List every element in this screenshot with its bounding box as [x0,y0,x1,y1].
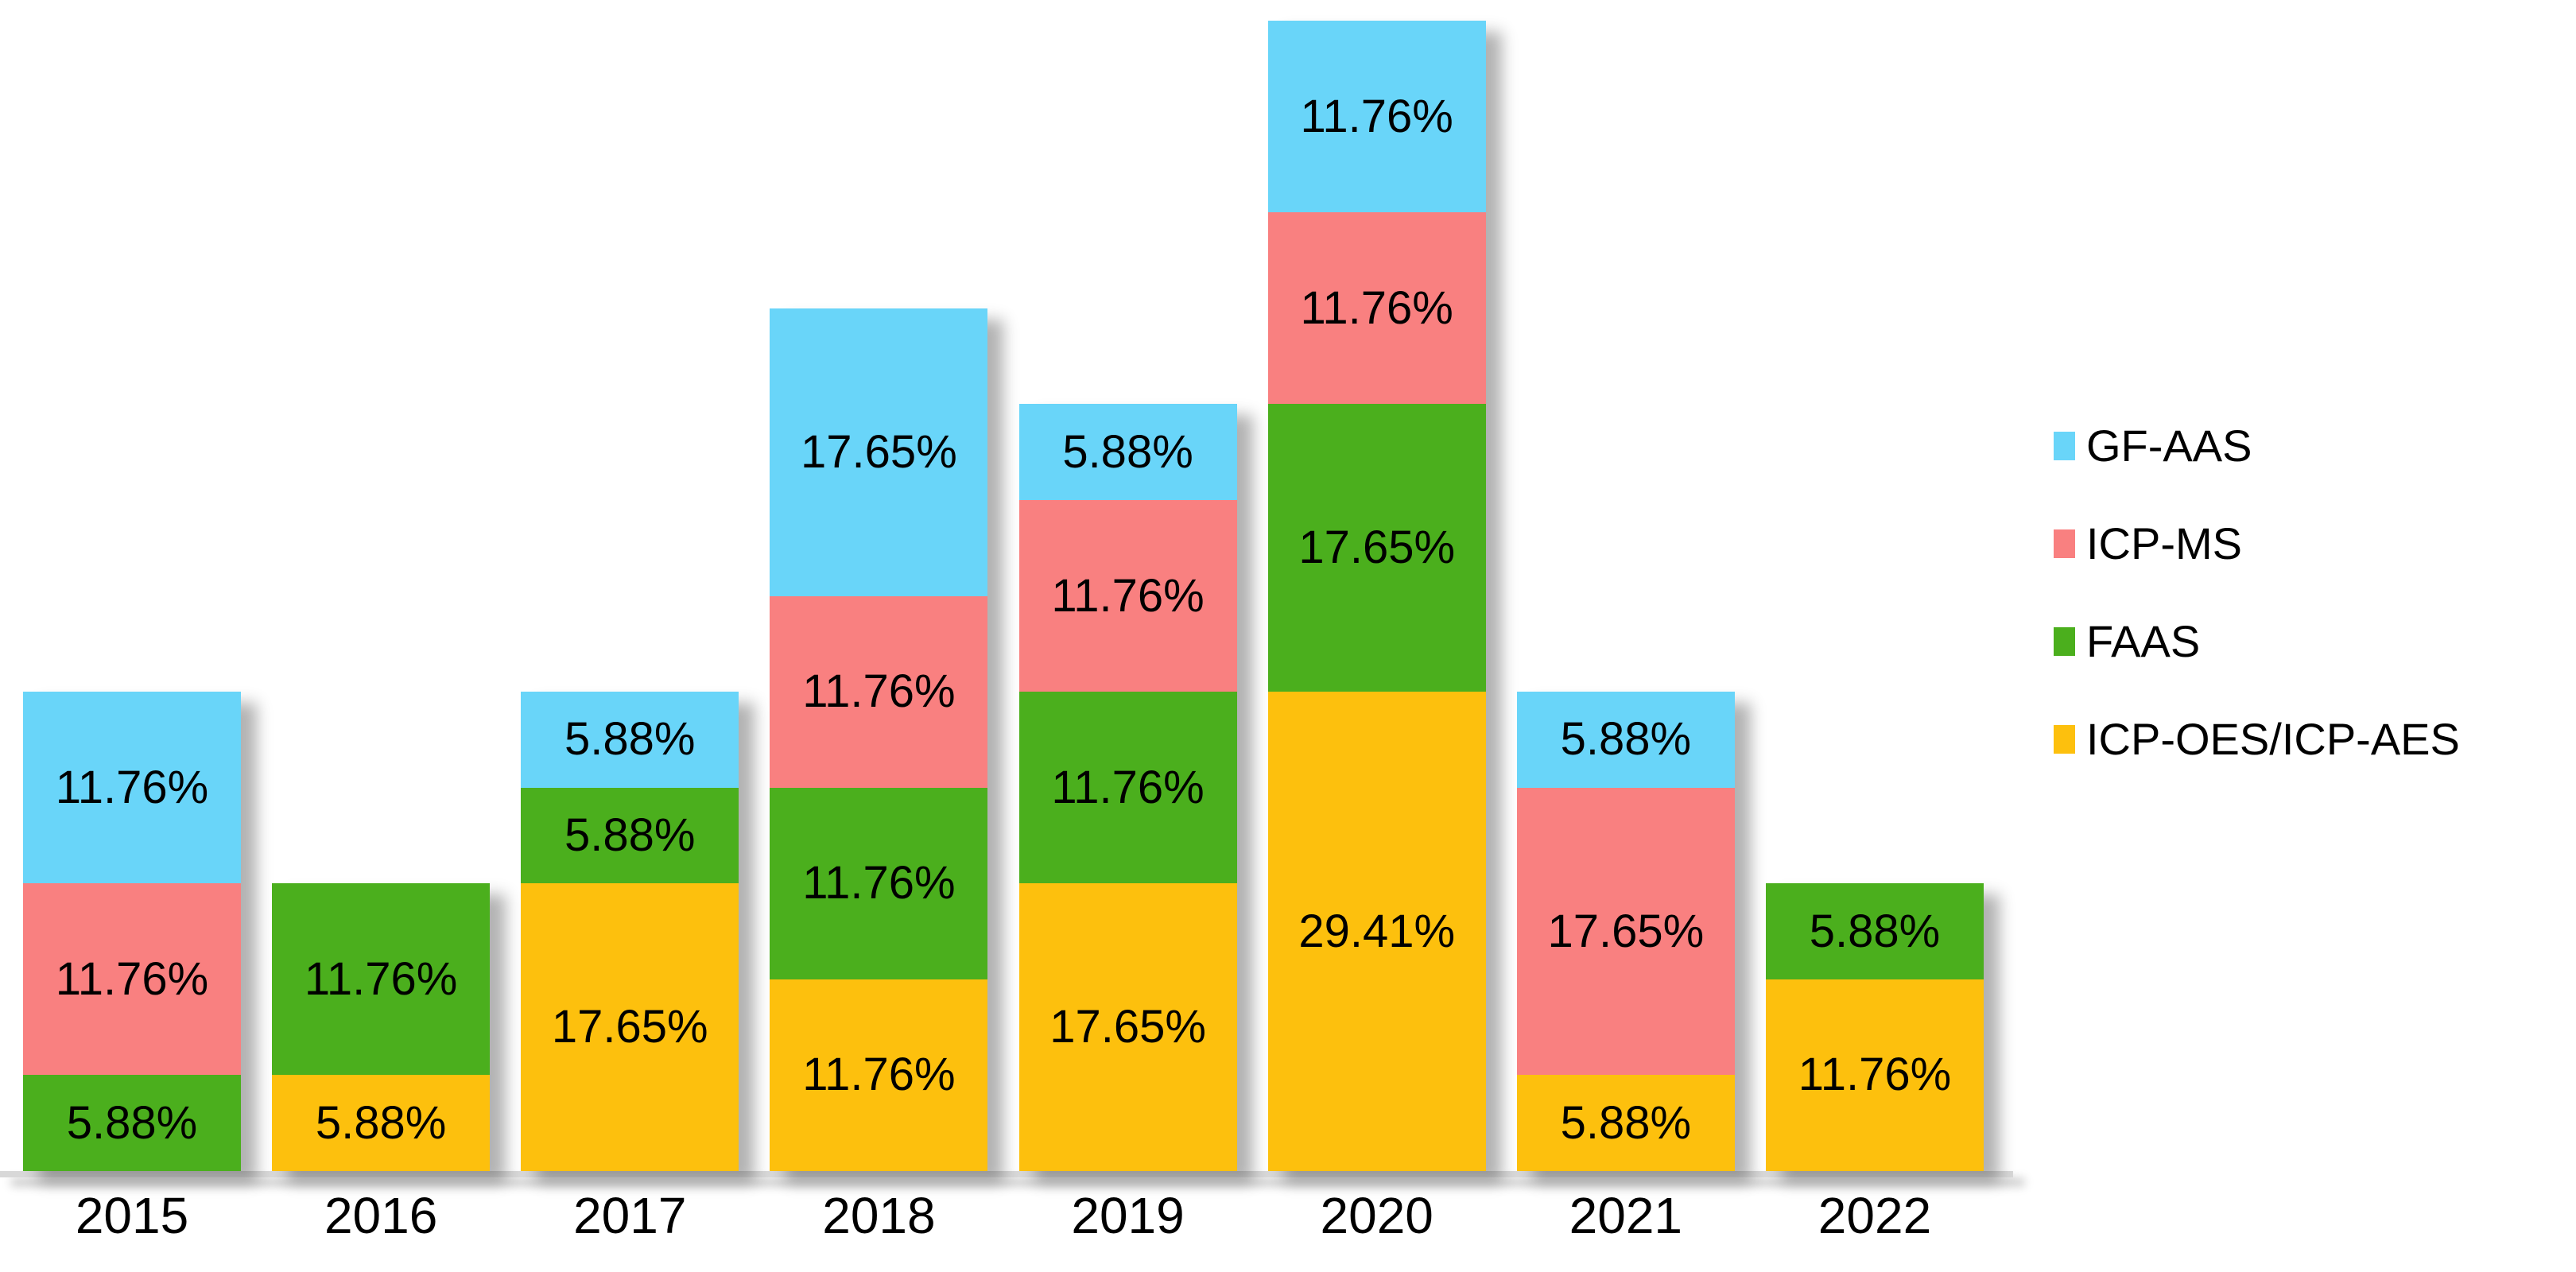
data-label: 17.65% [801,425,957,478]
legend-label: ICP-OES/ICP-AES [2086,714,2460,764]
bar-column-2022: 5.88% 11.76% [1765,883,1984,1171]
data-label: 17.65% [1049,1001,1206,1053]
legend-label: FAAS [2086,616,2201,666]
bar-segment-ICP-MS: 11.76% [1018,500,1237,692]
data-label: 17.65% [1298,522,1456,574]
legend-swatch-FAAS [2054,627,2075,656]
bar-segment-GF-AAS: 11.76% [1267,21,1486,213]
bar-column-2020: 11.76% 11.76% 17.65% 29.41% [1267,21,1486,1171]
category-label-2016: 2016 [324,1187,438,1244]
bar-segment-FAAS: 11.76% [770,787,988,979]
data-label: 5.88% [564,809,696,861]
legend-swatch-ICP-MS [2054,529,2075,558]
bar-segment-ICP-OES/ICP-AES: 17.65% [521,883,739,1171]
legend-label: ICP-MS [2086,518,2242,568]
bar-column-2017: 5.88% 5.88% 17.65% [521,692,739,1171]
data-label: 5.88% [1560,1096,1692,1149]
bar-segment-ICP-OES/ICP-AES: 17.65% [1018,883,1237,1171]
category-label-2018: 2018 [822,1187,936,1244]
bar-segment-GF-AAS: 17.65% [770,308,988,596]
legend-item-FAAS: FAAS [2054,619,2460,664]
bar-segment-ICP-OES/ICP-AES: 5.88% [272,1075,491,1171]
legend-swatch-GF-AAS [2054,432,2075,460]
bar-segment-GF-AAS: 5.88% [1018,404,1237,500]
data-label: 17.65% [1547,905,1705,957]
data-label: 11.76% [1051,761,1205,813]
legend: GF-AAS ICP-MS FAAS ICP-OES/ICP-AES [2054,424,2460,762]
data-label: 5.88% [1809,905,1941,957]
legend-item-ICP-MS: ICP-MS [2054,522,2460,566]
data-label: 11.76% [802,1049,956,1101]
bar-column-2021: 5.88% 17.65% 5.88% [1516,692,1735,1171]
category-label-2021: 2021 [1569,1187,1683,1244]
bar-segment-ICP-OES/ICP-AES: 11.76% [1765,979,1984,1171]
category-label-2020: 2020 [1320,1187,1433,1244]
data-label: 11.76% [304,952,458,1005]
plot-area: 11.76% 11.76% 5.88% 2015 11.76% 5.88% 2016 5.88… [0,21,2013,1244]
category-label-2017: 2017 [573,1187,687,1244]
data-label: 11.76% [1300,90,1453,142]
bar-segment-GF-AAS: 5.88% [1516,692,1735,788]
bar-column-2016: 11.76% 5.88% [272,883,491,1171]
bar-segment-FAAS: 17.65% [1267,404,1486,692]
data-label: 11.76% [1300,281,1453,334]
data-label: 5.88% [1560,713,1692,766]
data-label: 11.76% [802,665,956,718]
bar-segment-GF-AAS: 11.76% [23,692,241,884]
bar-segment-ICP-MS: 17.65% [1516,787,1735,1076]
category-label-2022: 2022 [1818,1187,1932,1244]
bar-column-2015: 11.76% 11.76% 5.88% [23,692,241,1171]
data-label: 29.41% [1298,905,1456,957]
bar-segment-ICP-OES/ICP-AES: 29.41% [1267,692,1486,1171]
bar-column-2019: 5.88% 11.76% 11.76% 17.65% [1018,404,1237,1171]
bar-segment-FAAS: 11.76% [1018,692,1237,884]
legend-label: GF-AAS [2086,421,2252,471]
category-label-2015: 2015 [75,1187,189,1244]
data-label: 11.76% [802,857,956,909]
bar-segment-GF-AAS: 5.88% [521,692,739,788]
data-label: 5.88% [1062,425,1193,478]
category-label-2019: 2019 [1071,1187,1185,1244]
data-label: 11.76% [1051,569,1205,622]
legend-swatch-ICP-OES/ICP-AES [2054,725,2075,754]
data-label: 5.88% [564,713,696,766]
data-label: 17.65% [551,1001,708,1053]
bar-segment-FAAS: 11.76% [272,883,491,1076]
data-label: 5.88% [315,1096,447,1149]
x-axis-line [0,1171,2013,1177]
bar-segment-ICP-MS: 11.76% [23,883,241,1076]
bar-column-2018: 17.65% 11.76% 11.76% 11.76% [770,308,988,1171]
bar-segment-ICP-OES/ICP-AES: 11.76% [770,979,988,1171]
bar-segment-FAAS: 5.88% [521,787,739,884]
legend-item-ICP-OES/ICP-AES: ICP-OES/ICP-AES [2054,717,2460,762]
bar-segment-ICP-OES/ICP-AES: 5.88% [1516,1075,1735,1171]
bar-segment-FAAS: 5.88% [23,1075,241,1171]
data-label: 11.76% [55,952,209,1005]
legend-item-GF-AAS: GF-AAS [2054,424,2460,468]
bar-segment-ICP-MS: 11.76% [770,595,988,788]
data-label: 5.88% [66,1096,198,1149]
bar-segment-FAAS: 5.88% [1765,883,1984,979]
data-label: 11.76% [1798,1049,1952,1101]
data-label: 11.76% [55,761,209,813]
bar-segment-ICP-MS: 11.76% [1267,212,1486,405]
